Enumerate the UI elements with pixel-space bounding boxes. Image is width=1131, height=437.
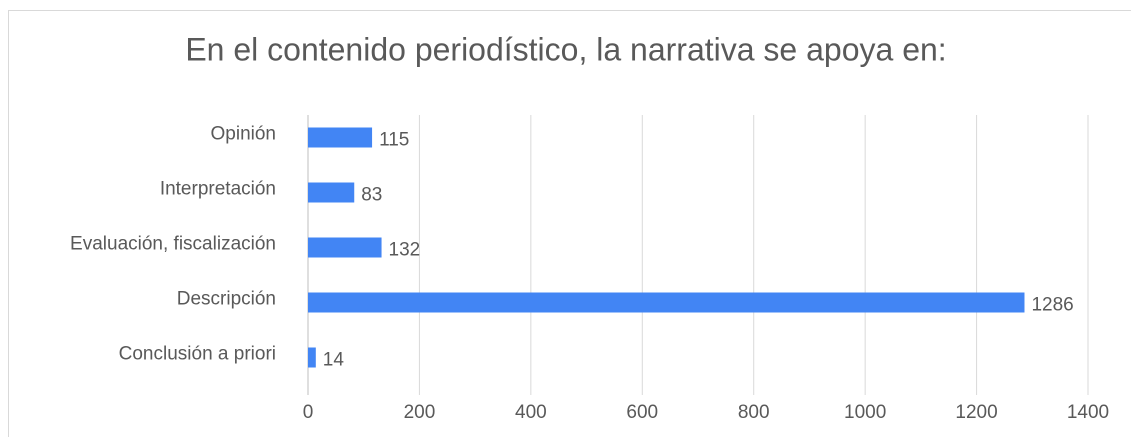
y-tick-label: Opinión <box>211 124 277 145</box>
x-tick-label: 600 <box>626 402 658 423</box>
y-tick-label: Descripción <box>177 289 276 310</box>
x-tick-label: 800 <box>738 402 770 423</box>
x-tick-label: 200 <box>404 402 436 423</box>
bar <box>308 127 373 148</box>
chart-title: En el contenido periodístico, la narrati… <box>185 31 946 67</box>
value-label: 1286 <box>1031 295 1073 316</box>
bar <box>308 182 355 203</box>
value-label: 132 <box>389 240 421 261</box>
x-tick-label: 1400 <box>1067 402 1109 423</box>
y-tick-label: Conclusión a priori <box>119 344 276 365</box>
x-tick-label: 0 <box>303 402 314 423</box>
chart-frame <box>8 10 1131 437</box>
bar <box>308 237 382 258</box>
bar <box>308 347 316 368</box>
x-tick-label: 400 <box>515 402 547 423</box>
bar <box>308 292 1025 313</box>
value-label: 115 <box>379 130 409 151</box>
y-tick-label: Evaluación, fiscalización <box>70 234 276 255</box>
x-tick-label: 1000 <box>844 402 886 423</box>
value-label: 14 <box>323 350 345 371</box>
value-label: 83 <box>361 185 382 206</box>
y-tick-label: Interpretación <box>160 179 276 200</box>
x-tick-label: 1200 <box>955 402 997 423</box>
